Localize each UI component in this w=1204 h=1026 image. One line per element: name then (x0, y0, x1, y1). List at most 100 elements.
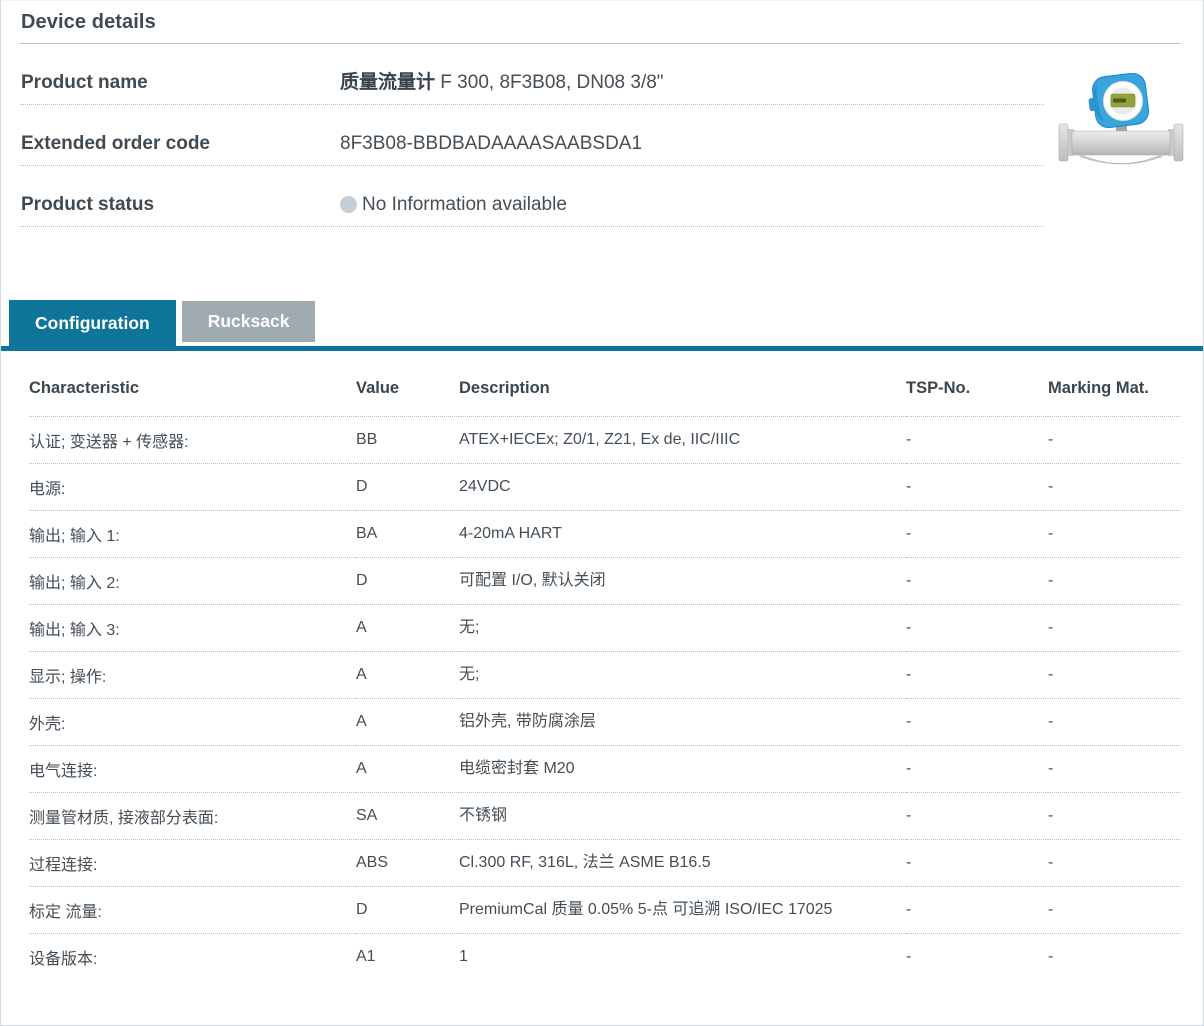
value-cell: A (356, 698, 459, 746)
characteristic-cell: 输出; 输入 1: (29, 510, 356, 558)
tsp-no-cell: - (906, 792, 1048, 840)
tsp-no-cell: - (906, 948, 912, 966)
value-cell: A (356, 651, 459, 699)
marking-mat-cell: - (1048, 698, 1181, 746)
characteristic-cell: 电源: (29, 463, 356, 511)
table-row: 显示; 操作: A 无; - - (29, 651, 1181, 699)
table-row: 过程连接: ABS Cl.300 RF, 316L, 法兰 ASME B16.5… (29, 839, 1181, 887)
tsp-no-cell: - (906, 416, 1048, 464)
description-cell: PremiumCal 质量 0.05% 5-点 可追溯 ISO/IEC 1702… (459, 886, 906, 934)
status-dot-icon (340, 196, 357, 213)
description-cell: 不锈钢 (459, 792, 906, 840)
description-cell: 电缆密封套 M20 (459, 745, 906, 793)
characteristic-cell: 设备版本: (29, 951, 98, 969)
marking-mat-cell: - (1048, 948, 1054, 966)
value-cell: D (356, 886, 459, 934)
table-row: 标定 流量: D PremiumCal 质量 0.05% 5-点 可追溯 ISO… (29, 886, 1181, 934)
marking-mat-cell: - (1048, 839, 1181, 887)
tsp-no-cell: - (906, 698, 1048, 746)
tsp-no-cell: - (906, 886, 1048, 934)
description-cell: ATEX+IECEx; Z0/1, Z21, Ex de, IIC/IIIC (459, 416, 906, 464)
tab-underline (1, 346, 1203, 351)
product-status-label: Product status (21, 194, 155, 215)
characteristic-cell: 认证; 变送器 + 传感器: (29, 416, 356, 464)
value-cell: BB (356, 416, 459, 464)
table-row: 电源: D 24VDC - - (29, 463, 1181, 511)
description-cell: 铝外壳, 带防腐涂层 (459, 698, 906, 746)
product-status-text: No Information available (362, 194, 567, 215)
marking-mat-cell: - (1048, 651, 1181, 699)
tab-rucksack[interactable]: Rucksack (181, 301, 316, 342)
table-row: 电气连接: A 电缆密封套 M20 - - (29, 745, 1181, 793)
tsp-no-cell: - (906, 604, 1048, 652)
description-cell: 1 (459, 948, 468, 966)
tsp-no-cell: - (906, 510, 1048, 558)
value-cell: D (356, 463, 459, 511)
tsp-no-cell: - (906, 463, 1048, 511)
marking-mat-cell: - (1048, 745, 1181, 793)
value-cell: A (356, 604, 459, 652)
characteristic-cell: 输出; 输入 3: (29, 604, 356, 652)
table-row: 输出; 输入 1: BA 4-20mA HART - - (29, 510, 1181, 558)
characteristic-cell: 外壳: (29, 698, 356, 746)
characteristic-cell: 输出; 输入 2: (29, 557, 356, 605)
column-header-marking-mat: Marking Mat. (1048, 351, 1181, 417)
marking-mat-cell: - (1048, 510, 1181, 558)
product-name-rest: F 300, 8F3B08, DN08 3/8" (435, 72, 664, 93)
table-row: 外壳: A 铝外壳, 带防腐涂层 - - (29, 698, 1181, 746)
characteristic-cell: 显示; 操作: (29, 651, 356, 699)
coriolis-flowmeter-icon (1058, 73, 1184, 165)
value-cell: A (356, 745, 459, 793)
description-cell: 无; (459, 604, 906, 652)
product-status-row: Product status No Information available (20, 166, 1044, 227)
table-row: 测量管材质, 接液部分表面: SA 不锈钢 - - (29, 792, 1181, 840)
order-code-row: Extended order code 8F3B08-BBDBADAAAASAA… (20, 105, 1044, 166)
column-header-value: Value (356, 351, 459, 417)
tsp-no-cell: - (906, 651, 1048, 699)
table-row: 输出; 输入 2: D 可配置 I/O, 默认关闭 - - (29, 557, 1181, 605)
marking-mat-cell: - (1048, 416, 1181, 464)
marking-mat-cell: - (1048, 604, 1181, 652)
table-header-row: Characteristic Value Description TSP-No.… (29, 351, 1181, 417)
marking-mat-cell: - (1048, 463, 1181, 511)
config-table-body: 认证; 变送器 + 传感器: BB ATEX+IECEx; Z0/1, Z21,… (29, 416, 1181, 981)
value-cell: A1 (356, 948, 376, 966)
characteristic-cell: 标定 流量: (29, 886, 356, 934)
description-cell: Cl.300 RF, 316L, 法兰 ASME B16.5 (459, 839, 906, 887)
order-code-value: 8F3B08-BBDBADAAAASAABSDA1 (340, 133, 643, 154)
characteristic-cell: 电气连接: (29, 745, 356, 793)
column-header-tsp-no: TSP-No. (906, 351, 1048, 417)
characteristic-cell: 过程连接: (29, 839, 356, 887)
marking-mat-cell: - (1048, 557, 1181, 605)
value-cell: SA (356, 792, 459, 840)
configuration-table: Characteristic Value Description TSP-No.… (29, 351, 1181, 981)
marking-mat-cell: - (1048, 886, 1181, 934)
tab-bar: Configuration Rucksack (1, 300, 1203, 346)
device-details-section: Device details Product name 质量流量计 F 300,… (1, 1, 1203, 227)
tsp-no-cell: - (906, 557, 1048, 605)
product-status-value: No Information available (340, 194, 567, 216)
table-row: 设备版本: A1 1 - - (29, 934, 1181, 981)
value-cell: D (356, 557, 459, 605)
title-divider (20, 43, 1180, 44)
order-code-label: Extended order code (21, 133, 210, 154)
product-name-label: Product name (21, 72, 148, 93)
table-row: 输出; 输入 3: A 无; - - (29, 604, 1181, 652)
description-cell: 4-20mA HART (459, 510, 906, 558)
value-cell: ABS (356, 839, 459, 887)
product-name-row: Product name 质量流量计 F 300, 8F3B08, DN08 3… (20, 44, 1044, 105)
product-name-bold: 质量流量计 (340, 72, 436, 93)
tsp-no-cell: - (906, 745, 1048, 793)
description-cell: 无; (459, 651, 906, 699)
description-cell: 可配置 I/O, 默认关闭 (459, 557, 906, 605)
characteristic-cell: 测量管材质, 接液部分表面: (29, 792, 356, 840)
value-cell: BA (356, 510, 459, 558)
product-image (1056, 73, 1186, 183)
column-header-characteristic: Characteristic (29, 351, 356, 417)
tsp-no-cell: - (906, 839, 1048, 887)
marking-mat-cell: - (1048, 792, 1181, 840)
tab-configuration[interactable]: Configuration (9, 300, 176, 346)
table-row: 认证; 变送器 + 传感器: BB ATEX+IECEx; Z0/1, Z21,… (29, 416, 1181, 464)
product-name-value: 质量流量计 F 300, 8F3B08, DN08 3/8" (340, 67, 664, 94)
